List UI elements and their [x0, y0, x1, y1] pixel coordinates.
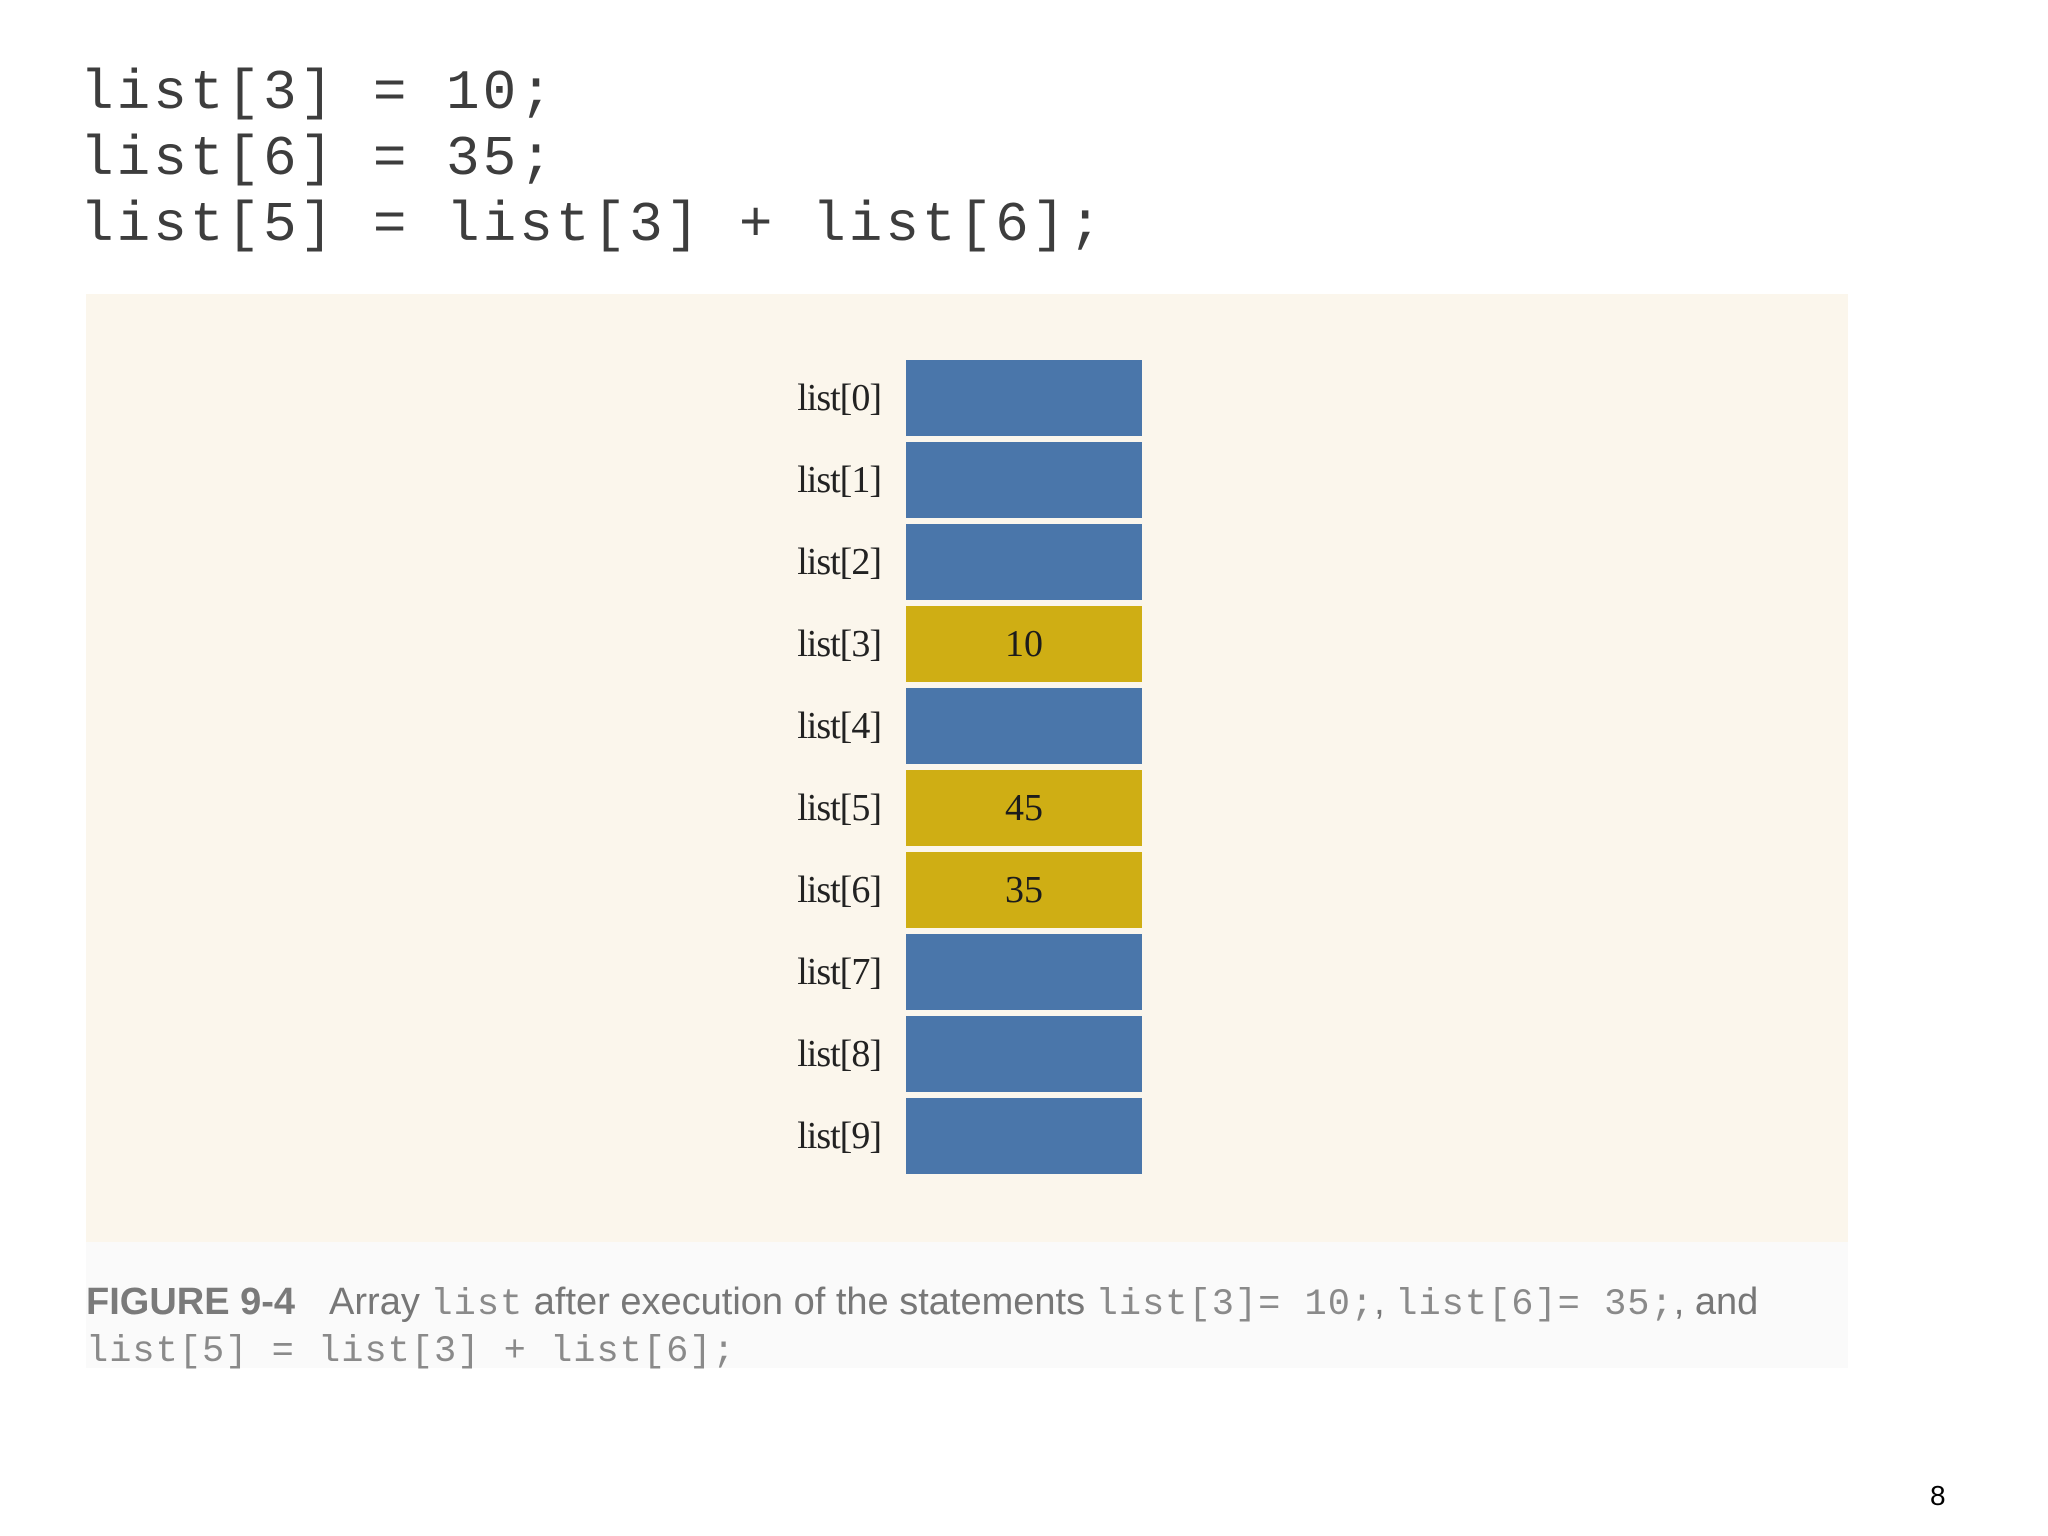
array-index-label: list[0] [797, 377, 882, 419]
array-index-label: list[1] [797, 459, 882, 501]
code-line: list[5] = list[3] + list[6]; [80, 193, 1105, 257]
array-index-label: list[6] [797, 869, 882, 911]
array-cell [906, 360, 1142, 436]
figure-caption: FIGURE 9-4 Array list after execution of … [86, 1280, 1848, 1374]
array-row: list[6] 35 [86, 852, 1848, 928]
caption-text: after execution of the statements [523, 1281, 1096, 1323]
caption-text: , and [1673, 1281, 1759, 1323]
array-index-label: list[3] [797, 623, 882, 665]
array-index-label: list[8] [797, 1033, 882, 1075]
array-cell [906, 1098, 1142, 1174]
code-line: list[3] = 10; [80, 61, 556, 125]
array-cell [906, 1016, 1142, 1092]
caption-code: list[3]= 10; [1095, 1284, 1375, 1326]
array-cell [906, 688, 1142, 764]
array-index-label: list[7] [797, 951, 882, 993]
array-row: list[8] [86, 1016, 1848, 1092]
caption-code: list[6]= 35; [1395, 1284, 1674, 1326]
array-row: list[5] 45 [86, 770, 1848, 846]
array-cell: 45 [906, 770, 1142, 846]
array-cell: 35 [906, 852, 1142, 928]
caption-text: , [1374, 1281, 1396, 1323]
array-cell [906, 442, 1142, 518]
array-row: list[3] 10 [86, 606, 1848, 682]
array-row: list[1] [86, 442, 1848, 518]
figure-number: FIGURE 9-4 [86, 1281, 296, 1323]
caption-code: list[5] = list[3] + list[6]; [86, 1331, 736, 1373]
array-row: list[0] [86, 360, 1848, 436]
array-index-label: list[2] [797, 541, 882, 583]
code-block: list[3] = 10; list[6] = 35; list[5] = list… [80, 60, 1105, 258]
page-number: 8 [1930, 1480, 1946, 1511]
code-line: list[6] = 35; [80, 127, 556, 191]
figure-caption-area: FIGURE 9-4 Array list after execution of … [86, 1242, 1848, 1373]
array-index-label: list[9] [797, 1115, 882, 1157]
array-row: list[9] [86, 1098, 1848, 1174]
array-row: list[7] [86, 934, 1848, 1010]
array-index-label: list[4] [797, 705, 882, 747]
array-row: list[4] [86, 688, 1848, 764]
array-figure: list[0] list[1] list[2] list[3] 10 list[… [86, 294, 1848, 1242]
caption-text: Array [329, 1281, 431, 1323]
array-cell: 10 [906, 606, 1142, 682]
array-row: list[2] [86, 524, 1848, 600]
array-cell [906, 934, 1142, 1010]
caption-code: list [430, 1284, 524, 1326]
array-index-label: list[5] [797, 787, 882, 829]
array-cell [906, 524, 1142, 600]
